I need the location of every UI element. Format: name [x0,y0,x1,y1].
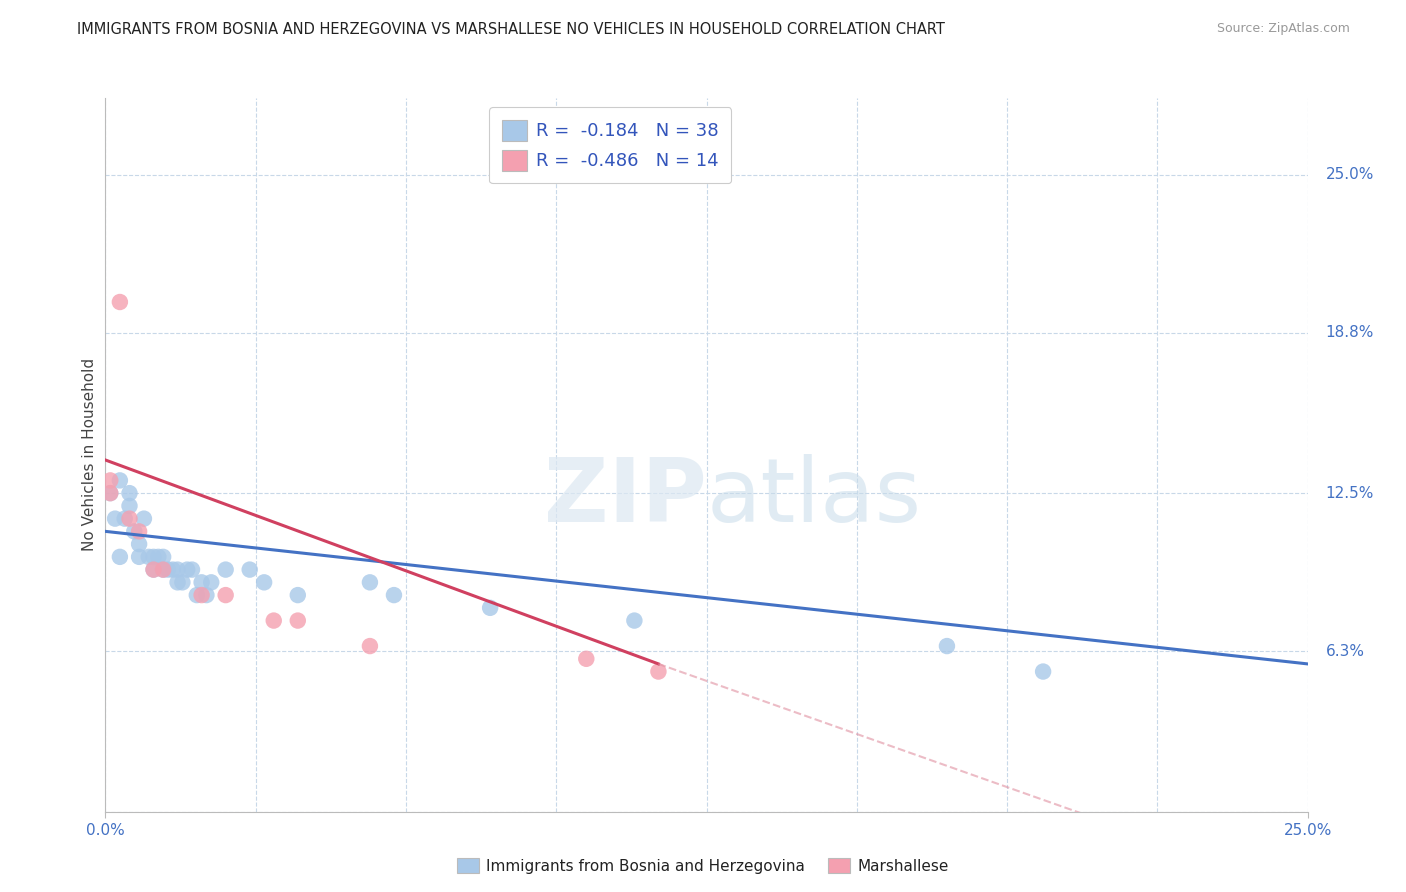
Point [98,486,121,500]
Text: 18.8%: 18.8% [1326,325,1374,340]
Point [114,511,136,525]
Point [108,549,131,564]
Point [104,511,127,525]
Point [108,295,131,310]
Point [253,575,276,590]
Point [152,563,174,577]
Point [128,549,150,564]
Point [1032,665,1054,679]
Point [214,563,236,577]
Point [166,563,188,577]
Point [132,511,155,525]
Point [98,486,121,500]
Point [118,511,141,525]
Point [190,575,212,590]
Legend: R =  -0.184   N = 38, R =  -0.486   N = 14: R = -0.184 N = 38, R = -0.486 N = 14 [489,107,731,183]
Point [186,588,208,602]
Point [148,549,170,564]
Point [152,563,174,577]
Point [98,474,121,488]
Text: ZIP: ZIP [544,454,707,541]
Point [200,575,222,590]
Point [287,588,309,602]
Point [156,563,179,577]
Text: 6.3%: 6.3% [1326,644,1365,658]
Point [142,549,165,564]
Point [195,588,218,602]
Text: Source: ZipAtlas.com: Source: ZipAtlas.com [1216,22,1350,36]
Text: 25.0%: 25.0% [1326,167,1374,182]
Point [162,563,184,577]
Point [287,614,309,628]
Point [181,563,204,577]
Text: atlas: atlas [707,454,922,541]
Point [118,499,141,513]
Point [108,474,131,488]
Point [142,563,165,577]
Legend: Immigrants from Bosnia and Herzegovina, Marshallese: Immigrants from Bosnia and Herzegovina, … [451,852,955,880]
Y-axis label: No Vehicles in Household: No Vehicles in Household [82,359,97,551]
Point [263,614,285,628]
Text: 12.5%: 12.5% [1326,485,1374,500]
Point [623,614,645,628]
Point [176,563,198,577]
Point [166,575,188,590]
Point [172,575,194,590]
Point [190,588,212,602]
Point [382,588,405,602]
Point [575,652,598,666]
Point [239,563,262,577]
Point [128,524,150,539]
Point [479,600,502,615]
Text: IMMIGRANTS FROM BOSNIA AND HERZEGOVINA VS MARSHALLESE NO VEHICLES IN HOUSEHOLD C: IMMIGRANTS FROM BOSNIA AND HERZEGOVINA V… [77,22,945,37]
Point [124,524,146,539]
Point [152,549,174,564]
Point [142,563,165,577]
Point [359,639,381,653]
Point [118,486,141,500]
Point [138,549,160,564]
Point [359,575,381,590]
Point [214,588,236,602]
Point [647,665,669,679]
Point [936,639,959,653]
Point [128,537,150,551]
